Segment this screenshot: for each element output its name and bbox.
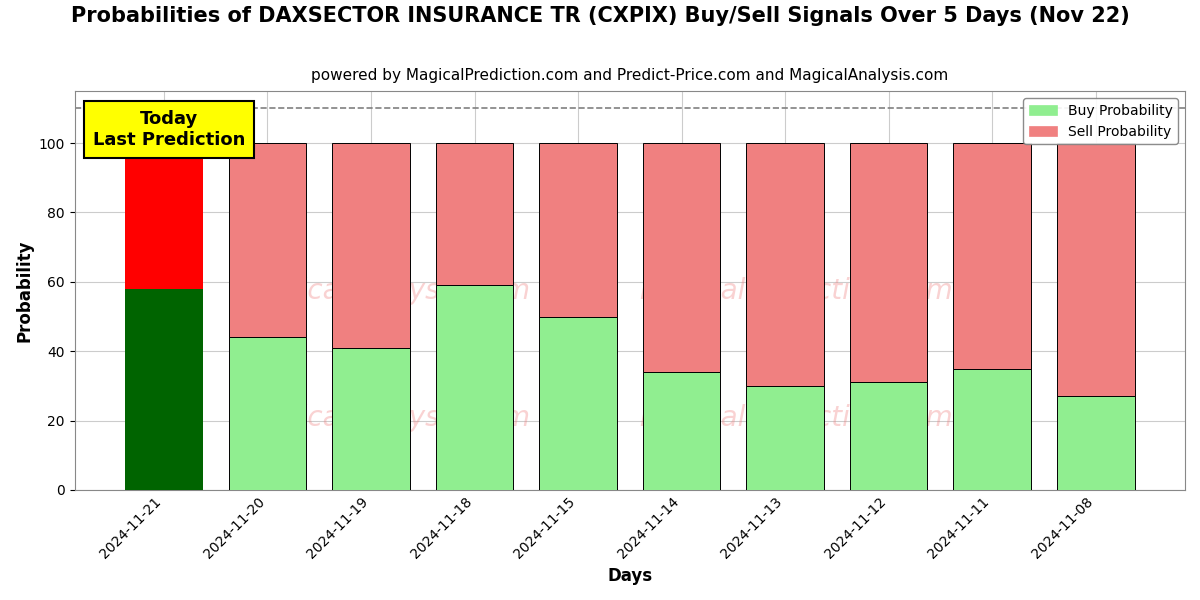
Bar: [539, 143, 617, 317]
Bar: [125, 289, 203, 490]
Bar: [436, 143, 514, 286]
Text: Today
Last Prediction: Today Last Prediction: [92, 110, 245, 149]
Bar: [643, 143, 720, 372]
Text: MagicalPrediction.com: MagicalPrediction.com: [640, 277, 953, 305]
Bar: [746, 386, 824, 490]
Bar: [539, 317, 617, 490]
Bar: [746, 143, 824, 386]
Bar: [332, 143, 410, 348]
Bar: [953, 368, 1031, 490]
Bar: [850, 382, 928, 490]
Bar: [125, 143, 203, 289]
Bar: [1057, 143, 1134, 397]
Text: MagicalPrediction.com: MagicalPrediction.com: [640, 404, 953, 432]
X-axis label: Days: Days: [607, 567, 653, 585]
Bar: [332, 348, 410, 490]
Bar: [229, 337, 306, 490]
Text: MagicalAnalysis.com: MagicalAnalysis.com: [241, 404, 530, 432]
Y-axis label: Probability: Probability: [16, 239, 34, 342]
Legend: Buy Probability, Sell Probability: Buy Probability, Sell Probability: [1024, 98, 1178, 144]
Bar: [643, 372, 720, 490]
Text: MagicalAnalysis.com: MagicalAnalysis.com: [241, 277, 530, 305]
Bar: [953, 143, 1031, 368]
Bar: [850, 143, 928, 382]
Bar: [436, 286, 514, 490]
Title: powered by MagicalPrediction.com and Predict-Price.com and MagicalAnalysis.com: powered by MagicalPrediction.com and Pre…: [311, 68, 948, 83]
Bar: [1057, 397, 1134, 490]
Bar: [229, 143, 306, 337]
Text: Probabilities of DAXSECTOR INSURANCE TR (CXPIX) Buy/Sell Signals Over 5 Days (No: Probabilities of DAXSECTOR INSURANCE TR …: [71, 6, 1129, 26]
